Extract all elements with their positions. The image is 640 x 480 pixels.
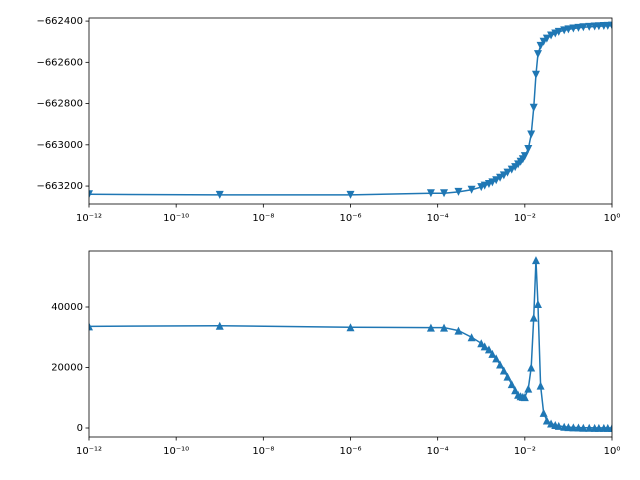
marker — [524, 384, 533, 393]
marker — [507, 380, 516, 389]
x-tick-label: 10⁻⁸ — [252, 213, 274, 224]
marker — [480, 181, 489, 190]
marker — [520, 393, 529, 402]
marker — [554, 421, 563, 430]
marker — [496, 360, 505, 369]
marker — [426, 323, 435, 332]
marker — [547, 31, 556, 40]
marker — [542, 416, 551, 425]
marker — [529, 313, 538, 322]
x-tick-label: 10⁻⁴ — [427, 213, 449, 224]
marker — [492, 176, 501, 185]
marker — [488, 349, 497, 358]
marker — [569, 24, 578, 33]
marker — [440, 189, 449, 198]
marker — [520, 152, 529, 161]
marker — [531, 70, 540, 79]
marker — [564, 423, 573, 432]
marker — [89, 322, 93, 331]
marker — [426, 189, 435, 198]
marker — [533, 299, 542, 308]
marker — [527, 363, 536, 372]
marker — [511, 386, 520, 395]
marker — [574, 23, 583, 32]
marker — [89, 190, 93, 199]
marker — [467, 185, 476, 194]
series-line — [89, 260, 612, 429]
x-tick-label: 10⁻¹² — [76, 446, 102, 457]
y-tick-label: −662600 — [36, 57, 83, 68]
marker — [346, 190, 355, 199]
x-tick-label: 10⁰ — [604, 213, 621, 224]
x-tick-label: 10⁻² — [514, 446, 536, 457]
marker — [484, 345, 493, 354]
marker — [454, 326, 463, 335]
marker — [579, 423, 588, 432]
marker — [527, 130, 536, 139]
x-tick-label: 10⁻⁴ — [427, 446, 449, 457]
marker — [440, 323, 449, 332]
marker — [533, 50, 542, 59]
marker — [346, 323, 355, 332]
marker — [499, 366, 508, 375]
axes-frame — [88, 250, 613, 438]
marker — [215, 321, 224, 330]
marker — [529, 103, 538, 112]
y-tick-label: −662800 — [36, 99, 83, 110]
x-tick-label: 10⁻¹⁰ — [163, 213, 189, 224]
marker — [585, 423, 594, 432]
marker — [480, 342, 489, 351]
x-tick-label: 10⁻⁶ — [339, 446, 361, 457]
marker — [539, 408, 548, 417]
marker — [564, 25, 573, 34]
marker — [467, 333, 476, 342]
axes-frame — [88, 17, 613, 205]
y-tick-label: 20000 — [51, 363, 83, 374]
x-tick-label: 10⁻¹² — [76, 213, 102, 224]
y-tick-label: −663200 — [36, 181, 83, 192]
marker — [536, 381, 545, 390]
marker — [524, 144, 533, 153]
x-tick-label: 10⁻¹⁰ — [163, 446, 189, 457]
marker — [492, 354, 501, 363]
marker — [496, 173, 505, 182]
y-tick-label: 40000 — [51, 302, 83, 313]
y-tick-label: −663000 — [36, 140, 83, 151]
marker — [594, 22, 603, 31]
marker — [585, 22, 594, 31]
marker — [503, 372, 512, 381]
marker — [454, 187, 463, 196]
x-tick-label: 10⁻² — [514, 213, 536, 224]
marker — [531, 256, 540, 265]
marker — [536, 41, 545, 50]
marker — [554, 27, 563, 36]
x-tick-label: 10⁻⁶ — [339, 213, 361, 224]
x-tick-label: 10⁻⁸ — [252, 446, 274, 457]
x-tick-label: 10⁰ — [604, 446, 621, 457]
y-tick-label: −662400 — [36, 16, 83, 27]
marker — [608, 423, 612, 432]
marker — [542, 34, 551, 43]
marker — [608, 21, 612, 30]
marker — [569, 423, 578, 432]
marker — [215, 190, 224, 199]
y-tick-label: 0 — [77, 423, 83, 434]
marker — [579, 23, 588, 32]
marker — [503, 168, 512, 177]
